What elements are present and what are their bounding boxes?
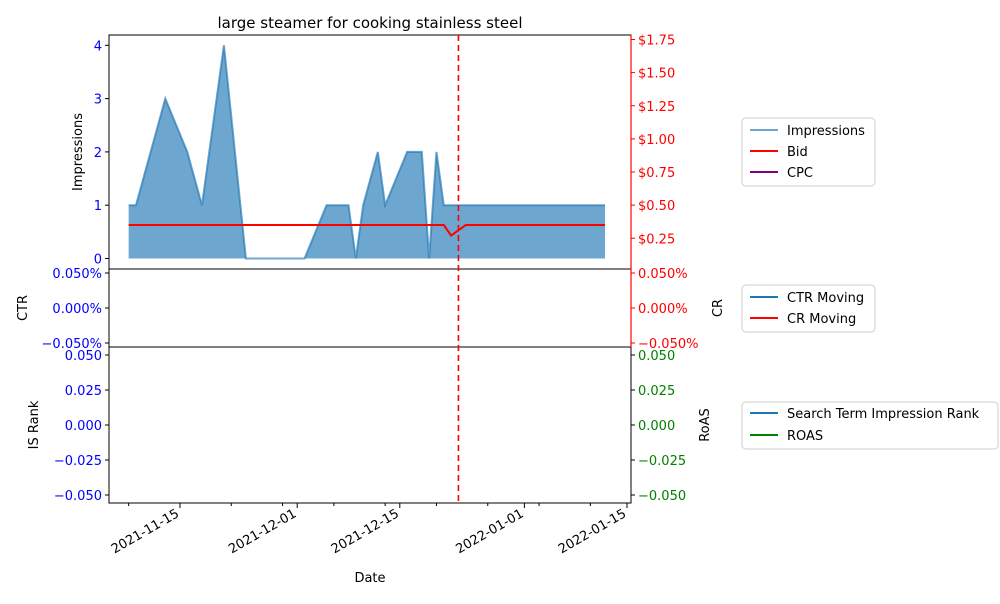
top-left-tick-label: 2 bbox=[94, 146, 102, 161]
middle-left-tick-label: 0.000% bbox=[52, 302, 102, 317]
legend-label-roas: ROAS bbox=[787, 429, 823, 444]
top-right-tick-label: $1.50 bbox=[638, 67, 675, 82]
middle-left-ylabel: CTR bbox=[16, 295, 31, 321]
legend-label-ctr: CTR Moving bbox=[787, 291, 864, 306]
top-left-ylabel: Impressions bbox=[71, 113, 86, 191]
legend-label-impressions: Impressions bbox=[787, 124, 865, 139]
legend-top: Impressions Bid CPC bbox=[741, 117, 876, 187]
bottom-right-tick-label: 0.000 bbox=[638, 419, 675, 434]
bottom-left-tick-label: 0.025 bbox=[65, 384, 102, 399]
top-left-tick-label: 1 bbox=[94, 199, 102, 214]
top-left-tick-label: 4 bbox=[94, 39, 102, 54]
legend-middle: CTR Moving CR Moving bbox=[741, 284, 876, 333]
bottom-right-ylabel: RoAS bbox=[698, 408, 713, 442]
legend-label-bid: Bid bbox=[787, 145, 808, 160]
legend-top-frame bbox=[741, 117, 876, 187]
top-right-tick-label: $0.25 bbox=[638, 232, 675, 247]
top-right-tick-label: $1.00 bbox=[638, 133, 675, 148]
middle-left-tick-label: 0.050% bbox=[52, 267, 102, 282]
bottom-right-tick-label: −0.025 bbox=[638, 454, 686, 469]
bid-line bbox=[128, 224, 606, 238]
chart-title: large steamer for cooking stainless stee… bbox=[218, 14, 523, 32]
top-right-tick-label: $1.75 bbox=[638, 34, 675, 49]
bottom-right-tick-label: 0.050 bbox=[638, 349, 675, 364]
top-right-tick-label: $0.75 bbox=[638, 166, 675, 181]
impressions-line bbox=[128, 45, 606, 260]
bottom-left-tick-label: −0.050 bbox=[54, 489, 102, 504]
middle-right-tick-label: 0.050% bbox=[638, 267, 688, 282]
legend-bottom: Search Term Impression Rank ROAS bbox=[741, 401, 999, 450]
bottom-left-tick-label: 0.050 bbox=[65, 349, 102, 364]
bottom-left-ylabel: IS Rank bbox=[27, 400, 42, 449]
legend-label-rank: Search Term Impression Rank bbox=[787, 407, 980, 422]
bottom-left-tick-label: −0.025 bbox=[54, 454, 102, 469]
middle-right-tick-label: 0.000% bbox=[638, 302, 688, 317]
bottom-right-tick-label: 0.025 bbox=[638, 384, 675, 399]
middle-right-ylabel: CR bbox=[711, 299, 726, 317]
legend-label-cr: CR Moving bbox=[787, 312, 856, 327]
middle-right-tick-label: −0.050% bbox=[638, 337, 698, 352]
middle-left-tick-label: −0.050% bbox=[42, 337, 102, 352]
legend-bottom-frame bbox=[741, 401, 999, 450]
top-right-tick-label: $0.50 bbox=[638, 199, 675, 214]
bottom-left-tick-label: 0.000 bbox=[65, 419, 102, 434]
bottom-right-tick-label: −0.050 bbox=[638, 489, 686, 504]
top-left-tick-label: 3 bbox=[94, 93, 102, 108]
legend-label-cpc: CPC bbox=[787, 166, 813, 181]
top-left-tick-label: 0 bbox=[94, 253, 102, 268]
x-axis-label: Date bbox=[354, 571, 385, 586]
top-right-tick-label: $1.25 bbox=[638, 100, 675, 115]
